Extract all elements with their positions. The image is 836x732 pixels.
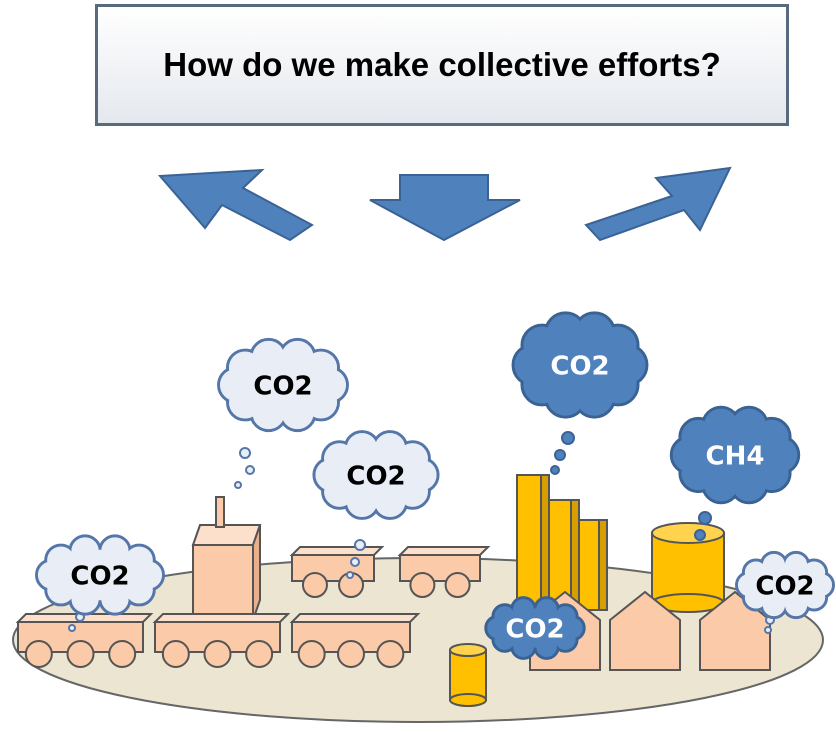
cloud: CO2: [484, 596, 586, 660]
cloud-label: CO2: [755, 572, 814, 602]
cloud: CO2: [217, 337, 349, 489]
cloud-label: CO2: [505, 615, 564, 645]
cloud-core: [236, 355, 330, 415]
wheel: [409, 572, 436, 598]
small-tank-top: [449, 643, 487, 657]
cloud-trail: [350, 557, 360, 567]
cloud-trail: [245, 465, 255, 475]
arrow-left: [157, 168, 314, 242]
cloud-label: CO2: [70, 562, 129, 592]
cloud-core: [749, 564, 821, 606]
cloud-trail: [554, 449, 566, 461]
wagon-top: [397, 546, 491, 556]
cloud: CH4: [669, 405, 801, 541]
cloud-core: [533, 331, 627, 399]
chimney: [215, 496, 225, 528]
house: [699, 590, 771, 671]
wagon-top: [152, 613, 291, 623]
cloud-trail: [346, 571, 354, 579]
scene: [15, 474, 771, 707]
arrow-down: [369, 174, 521, 242]
wheel: [297, 640, 326, 668]
wheel: [108, 640, 137, 668]
title-box: How do we make collective efforts?: [95, 4, 789, 126]
wagon: [399, 554, 481, 582]
wagon-top: [289, 613, 421, 623]
house: [609, 590, 681, 671]
wheel: [444, 572, 471, 598]
cloud-core: [497, 608, 573, 648]
wheel: [161, 640, 190, 668]
factory-top: [191, 524, 262, 546]
cloud-trail: [234, 481, 242, 489]
factory: [192, 544, 254, 621]
tower-side: [570, 499, 580, 611]
wagon-top: [289, 546, 385, 556]
wheel: [301, 572, 328, 598]
cloud-trail: [698, 511, 712, 525]
cloud: CO2: [312, 430, 440, 579]
cloud: CO2: [735, 550, 835, 634]
cloud-label: CO2: [253, 372, 312, 402]
cloud-trail: [561, 431, 575, 445]
wheel: [203, 640, 232, 668]
wheel: [245, 640, 274, 668]
small-tank-base: [449, 693, 487, 707]
cloud-trail: [694, 529, 706, 541]
cloud-trail: [354, 539, 366, 551]
wheel: [376, 640, 405, 668]
cloud-trail: [550, 465, 560, 475]
wheel: [24, 640, 53, 668]
cloud-core: [330, 447, 422, 503]
arrow-right: [584, 166, 732, 242]
arrows: [157, 166, 732, 242]
factory-side: [252, 524, 261, 621]
small-tank: [449, 649, 487, 701]
tower: [516, 474, 542, 611]
tower: [578, 519, 600, 611]
wheel: [66, 640, 95, 668]
wheel: [337, 640, 365, 668]
cloud-label: CO2: [346, 462, 405, 492]
cloud-label: CH4: [706, 442, 765, 472]
cloud-core: [689, 424, 781, 486]
cloud-trail: [239, 447, 251, 459]
cloud-label: CO2: [550, 352, 609, 382]
cloud-trail: [68, 624, 76, 632]
wagon: [291, 554, 375, 582]
cloud: CO2: [35, 534, 165, 632]
tower-side: [540, 474, 550, 611]
cloud: CO2: [511, 311, 649, 475]
tank-top: [651, 522, 725, 544]
cloud-trail: [764, 626, 772, 634]
cloud-core: [51, 549, 149, 601]
tower-side: [598, 519, 608, 611]
